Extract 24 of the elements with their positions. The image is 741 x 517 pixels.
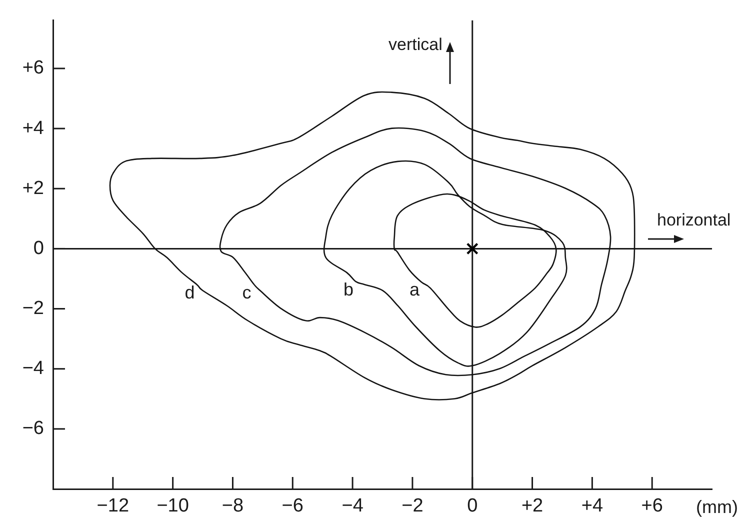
x-axis-title: (mm) bbox=[696, 496, 738, 517]
y-tick-label: −6 bbox=[22, 418, 44, 440]
x-tick-label: −2 bbox=[402, 496, 424, 517]
annotation: d bbox=[184, 282, 195, 303]
x-tick-label: −10 bbox=[156, 496, 189, 517]
x-tick-label: −8 bbox=[222, 496, 244, 517]
y-tick-label: −4 bbox=[22, 358, 44, 380]
x-tick-label: −6 bbox=[282, 496, 304, 517]
x-tick-label: −4 bbox=[342, 496, 364, 517]
y-tick-label: +2 bbox=[22, 178, 44, 199]
annotation: a bbox=[409, 280, 420, 300]
x-tick-label: 0 bbox=[467, 496, 478, 517]
y-tick-label: 0 bbox=[33, 238, 44, 259]
annotation: b bbox=[344, 280, 354, 300]
x-tick-label: +2 bbox=[521, 496, 544, 517]
ref-line-label: horizontal bbox=[657, 210, 731, 230]
ref-line-label: vertical bbox=[388, 35, 442, 54]
y-tick-label: +4 bbox=[22, 118, 44, 139]
y-tick-label: +6 bbox=[22, 58, 44, 79]
y-tick-label: −2 bbox=[22, 298, 44, 320]
annotation: c bbox=[242, 282, 252, 303]
x-tick-label: +4 bbox=[581, 496, 604, 517]
x-tick-label: −12 bbox=[96, 496, 130, 517]
x-tick-label: +6 bbox=[641, 496, 663, 517]
